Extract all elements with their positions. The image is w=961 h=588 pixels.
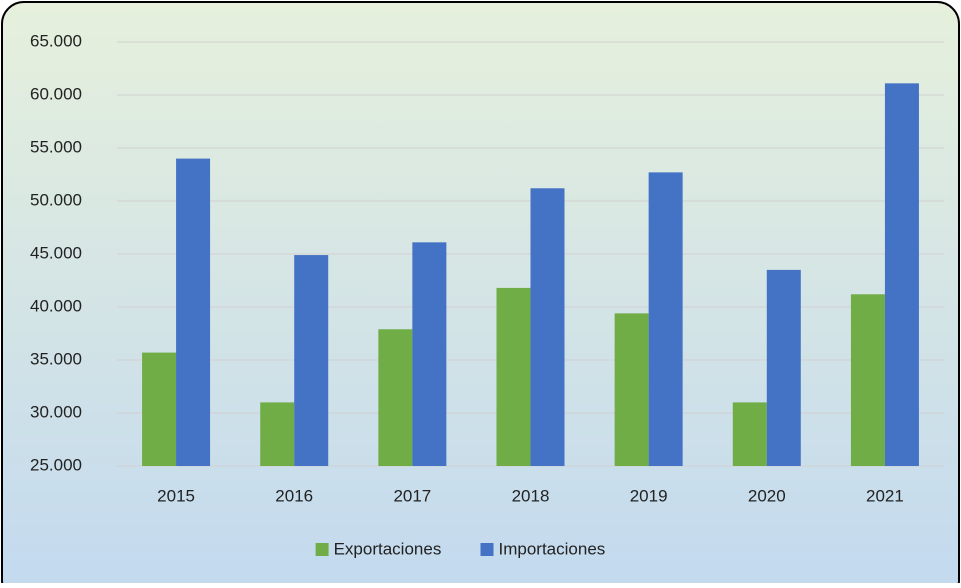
- y-tick-label: 60.000: [30, 84, 82, 103]
- legend-swatch: [480, 543, 494, 556]
- legend-swatch: [315, 543, 329, 556]
- legend-label: Exportaciones: [334, 539, 442, 558]
- bar: [260, 402, 295, 466]
- bar: [884, 83, 919, 466]
- y-tick-label: 25.000: [30, 455, 82, 474]
- x-tick-label: 2020: [748, 486, 786, 505]
- y-tick-label: 40.000: [30, 296, 82, 315]
- bar: [142, 352, 177, 466]
- y-tick-label: 65.000: [30, 31, 82, 50]
- x-tick-label: 2018: [512, 486, 550, 505]
- bar: [530, 188, 565, 466]
- bar: [614, 313, 649, 466]
- bar: [496, 287, 531, 466]
- y-tick-label: 55.000: [30, 137, 82, 156]
- bar: [732, 402, 767, 466]
- bar: [294, 255, 329, 466]
- legend-label: Importaciones: [499, 539, 606, 558]
- y-tick-label: 50.000: [30, 190, 82, 209]
- bar: [766, 269, 801, 466]
- x-tick-label: 2017: [393, 486, 431, 505]
- y-tick-label: 30.000: [30, 402, 82, 421]
- y-tick-label: 45.000: [30, 243, 82, 262]
- y-tick-label: 35.000: [30, 349, 82, 368]
- bar: [648, 172, 683, 466]
- x-tick-label: 2015: [157, 486, 195, 505]
- x-tick-label: 2016: [275, 486, 313, 505]
- bar: [850, 294, 885, 466]
- bar: [412, 242, 447, 466]
- bar: [176, 158, 211, 466]
- bar: [378, 329, 413, 466]
- x-tick-label: 2019: [630, 486, 668, 505]
- x-tick-label: 2021: [866, 486, 904, 505]
